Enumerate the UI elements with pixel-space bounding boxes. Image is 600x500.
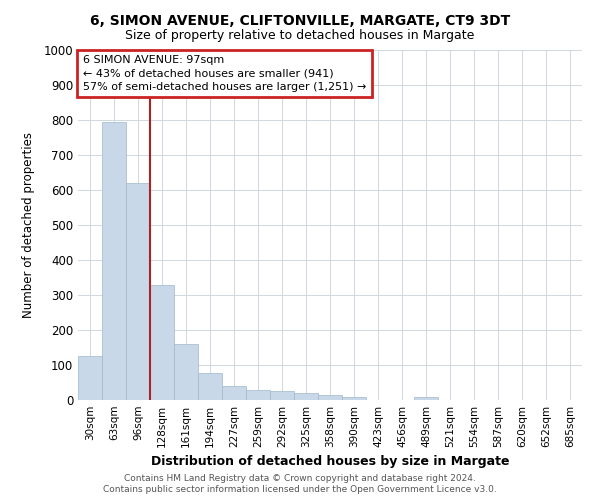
Bar [246, 390, 270, 400]
X-axis label: Distribution of detached houses by size in Margate: Distribution of detached houses by size … [151, 456, 509, 468]
Bar [198, 372, 222, 400]
Bar [342, 397, 366, 400]
Y-axis label: Number of detached properties: Number of detached properties [22, 132, 35, 318]
Text: 6 SIMON AVENUE: 97sqm
← 43% of detached houses are smaller (941)
57% of semi-det: 6 SIMON AVENUE: 97sqm ← 43% of detached … [83, 56, 367, 92]
Bar [174, 344, 198, 400]
Text: Size of property relative to detached houses in Margate: Size of property relative to detached ho… [125, 29, 475, 42]
Bar [126, 183, 150, 400]
Bar [222, 386, 246, 400]
Bar [414, 396, 438, 400]
Bar [102, 122, 126, 400]
Bar [270, 391, 294, 400]
Text: Contains HM Land Registry data © Crown copyright and database right 2024.
Contai: Contains HM Land Registry data © Crown c… [103, 474, 497, 494]
Bar [150, 284, 174, 400]
Bar [294, 393, 318, 400]
Bar [78, 356, 102, 400]
Text: 6, SIMON AVENUE, CLIFTONVILLE, MARGATE, CT9 3DT: 6, SIMON AVENUE, CLIFTONVILLE, MARGATE, … [90, 14, 510, 28]
Bar [318, 395, 342, 400]
